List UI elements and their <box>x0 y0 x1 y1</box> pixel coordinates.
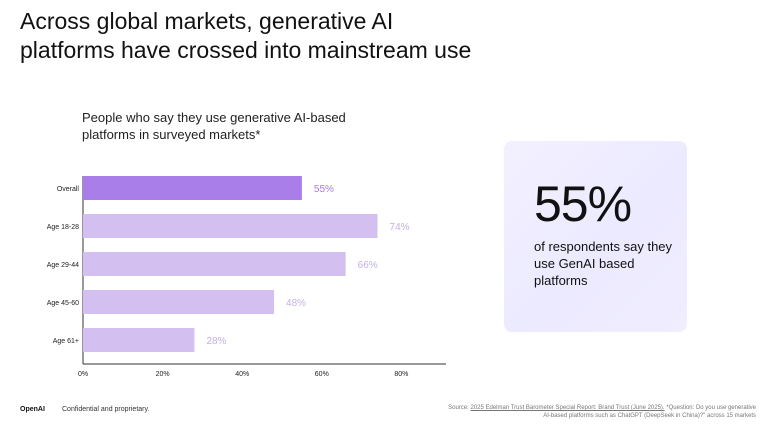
data-label-age-45-60: 48% <box>286 298 306 309</box>
category-label-overall: Overall <box>57 186 80 193</box>
category-label-age-29-44: Age 29-44 <box>47 262 79 269</box>
bar-age-29-44 <box>83 252 346 276</box>
slide-title: Across global markets, generative AI pla… <box>20 7 580 65</box>
slide-title-line-1: Across global markets, generative AI <box>20 8 394 34</box>
bar-age-61 <box>83 328 195 352</box>
footer-source-prefix: Source: <box>448 405 469 411</box>
stat-description: of respondents say they use GenAI based … <box>534 239 673 288</box>
footer-source-rest: *Question: Do you use generative AI-base… <box>543 405 756 419</box>
x-tick-label-20: 20% <box>156 371 170 378</box>
slide-title-line-2: platforms have crossed into mainstream u… <box>20 37 472 63</box>
x-tick-label-80: 80% <box>394 371 408 378</box>
category-label-age-61: Age 61+ <box>53 338 79 345</box>
x-tick-label-60: 60% <box>315 371 329 378</box>
category-label-age-18-28: Age 18-28 <box>47 224 79 231</box>
footer-brand-logo: OpenAI <box>20 406 45 413</box>
bar-age-18-28 <box>83 214 378 238</box>
data-label-age-18-28: 74% <box>390 222 410 233</box>
data-label-overall: 55% <box>314 184 334 195</box>
chart-subtitle-line-1: People who say they use generative AI-ba… <box>82 110 346 125</box>
footer-source-link[interactable]: 2025 Edelman Trust Barometer Special Rep… <box>470 405 665 411</box>
category-label-age-45-60: Age 45-60 <box>47 300 79 307</box>
stat-card: 55% of respondents say they use GenAI ba… <box>504 141 687 332</box>
x-tick-label-0: 0% <box>78 371 88 378</box>
data-label-age-29-44: 66% <box>358 260 378 271</box>
stat-big-number: 55% <box>534 176 632 232</box>
chart-subtitle-line-2: platforms in surveyed markets* <box>82 127 261 142</box>
footer-confidential: Confidential and proprietary. <box>62 406 150 413</box>
chart-subtitle: People who say they use generative AI-ba… <box>82 109 402 143</box>
x-tick-label-40: 40% <box>235 371 249 378</box>
data-label-age-61: 28% <box>206 336 226 347</box>
bar-age-45-60 <box>83 290 275 314</box>
footer-source: Source: 2025 Edelman Trust Barometer Spe… <box>446 404 756 420</box>
bar-overall <box>83 176 302 200</box>
